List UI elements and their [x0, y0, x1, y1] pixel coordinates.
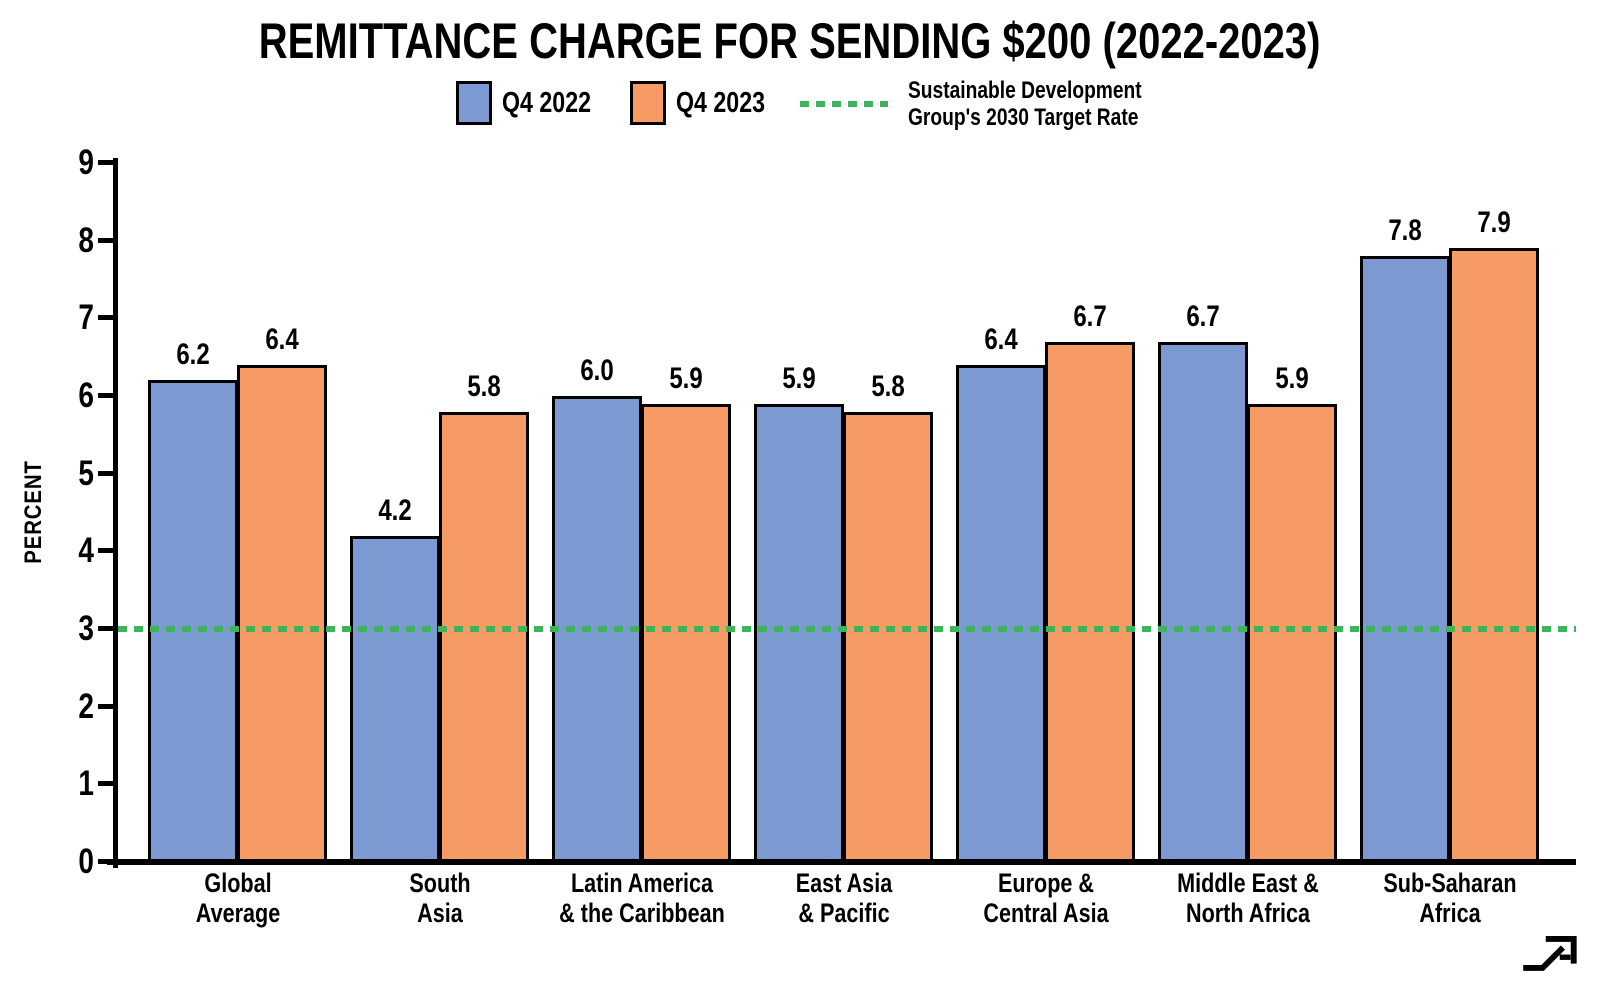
y-axis-tick [98, 781, 114, 787]
y-axis-line [113, 158, 118, 868]
bar-q4-2022 [350, 535, 440, 862]
x-axis-line [107, 859, 1576, 865]
y-axis-tick [98, 626, 114, 631]
category-label: South Asia [409, 868, 471, 928]
bar-q4-2023 [1045, 341, 1135, 862]
bar-value-label: 6.0 [580, 354, 614, 387]
legend-label-q4-2022: Q4 2022 [502, 87, 592, 119]
category-label: Middle East & North Africa [1177, 868, 1319, 928]
bar-q4-2023 [641, 403, 731, 862]
legend-swatch-q4-2023 [630, 81, 666, 125]
bar-q4-2022 [754, 403, 844, 862]
chart-title: REMITTANCE CHARGE FOR SENDING $200 (2022… [259, 13, 1321, 69]
y-axis-tick [98, 548, 114, 554]
legend-target-line-sample [800, 101, 888, 107]
chart-title-row: REMITTANCE CHARGE FOR SENDING $200 (2022… [0, 12, 1580, 70]
y-axis-tick-label: 8 [78, 220, 94, 260]
y-axis-tick-label: 1 [78, 764, 94, 804]
legend-item-q4-2022: Q4 2022 [456, 81, 613, 125]
legend-label-q4-2023: Q4 2023 [676, 87, 766, 119]
y-axis-tick-label: 6 [78, 376, 94, 415]
y-axis-tick [98, 237, 114, 243]
bar-value-label: 6.7 [1073, 299, 1107, 333]
y-axis-tick [98, 393, 114, 398]
bar-value-label: 6.4 [265, 322, 299, 356]
y-axis-tick [98, 315, 114, 321]
bar-q4-2023 [1247, 403, 1337, 862]
target-line [118, 626, 1576, 632]
y-axis-tick-label: 9 [78, 143, 94, 182]
legend-swatch-q4-2022 [456, 81, 492, 125]
bar-q4-2022 [1360, 256, 1450, 862]
bar-value-label: 5.8 [467, 369, 501, 403]
category-label: Global Average [195, 868, 281, 928]
bar-value-label: 5.9 [782, 361, 816, 395]
bar-value-label: 4.2 [378, 493, 412, 527]
y-axis-tick-label: 5 [78, 453, 94, 493]
y-axis-tick-label: 4 [78, 531, 94, 571]
bar-q4-2023 [439, 411, 529, 862]
bar-q4-2022 [1158, 341, 1248, 862]
y-axis-tick-label: 2 [78, 686, 94, 726]
category-label: Europe & Central Asia [983, 868, 1109, 928]
category-label: Latin America & the Caribbean [559, 868, 725, 928]
y-axis-tick-label: 7 [78, 298, 94, 338]
y-axis-tick [98, 859, 114, 864]
category-label: Sub-Saharan Africa [1383, 868, 1517, 928]
trend-arrow-logo [1520, 934, 1578, 979]
bar-q4-2023 [843, 411, 933, 862]
bar-value-label: 6.2 [176, 338, 210, 372]
y-axis-tick-label: 3 [78, 609, 94, 648]
bar-q4-2022 [148, 380, 238, 862]
bar-q4-2023 [237, 364, 327, 862]
y-axis-tick [98, 703, 114, 709]
bar-value-label: 5.9 [1275, 361, 1309, 395]
bar-value-label: 5.8 [871, 369, 905, 403]
legend-target-line-label: Sustainable Development Group's 2030 Tar… [908, 77, 1142, 131]
y-axis-tick [98, 470, 114, 476]
bar-value-label: 6.7 [1186, 299, 1220, 333]
bar-q4-2022 [956, 364, 1046, 862]
y-axis-tick-label: 0 [78, 842, 94, 881]
bar-value-label: 7.8 [1388, 214, 1422, 248]
legend-item-q4-2023: Q4 2023 [630, 81, 787, 125]
bar-q4-2023 [1449, 248, 1539, 862]
y-axis-tick [98, 160, 114, 165]
bar-value-label: 7.9 [1477, 206, 1511, 240]
category-label: East Asia & Pacific [795, 868, 893, 928]
bar-value-label: 5.9 [669, 361, 703, 395]
bar-value-label: 6.4 [984, 322, 1018, 356]
